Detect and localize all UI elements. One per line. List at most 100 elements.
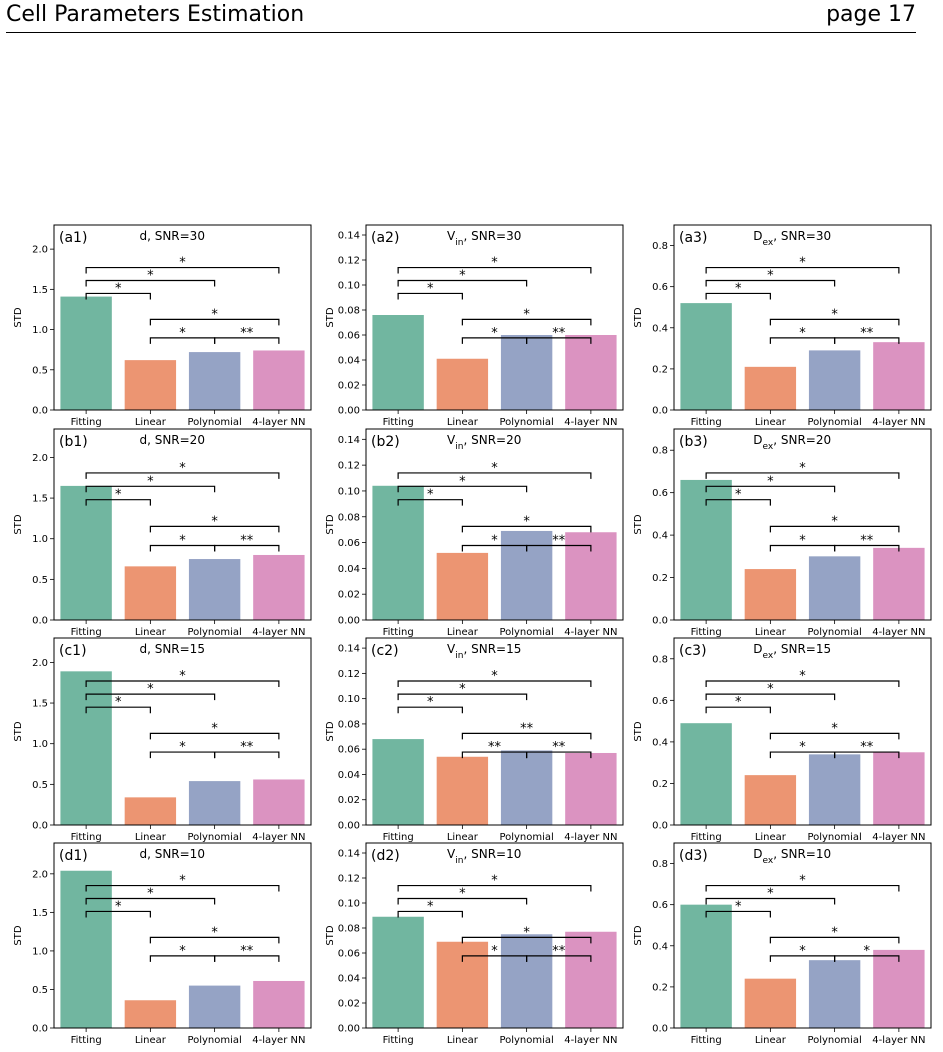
plot-frame <box>53 842 312 1029</box>
panel-label: (d3) <box>679 848 708 864</box>
significance-star: * <box>147 682 154 697</box>
y-axis-label: STD <box>13 721 24 741</box>
significance-bracket <box>769 525 900 533</box>
y-tick-label: 0.08 <box>338 924 360 935</box>
bar <box>744 569 797 620</box>
significance-star: * <box>147 887 154 902</box>
x-tick-label: Linear <box>755 832 787 843</box>
x-tick-label: Fitting <box>71 417 102 428</box>
x-tick-label: 4-layer NN <box>872 417 925 428</box>
significance-bracket <box>397 266 592 274</box>
x-tick-label: Linear <box>447 417 479 428</box>
y-tick-label: 1.5 <box>32 699 48 710</box>
bar <box>873 752 925 825</box>
significance-bracket <box>214 544 280 552</box>
significance-bracket <box>397 472 592 479</box>
panel-label: (b2) <box>371 434 400 450</box>
x-tick-label: Linear <box>135 417 167 428</box>
y-tick-label: 0.02 <box>338 999 360 1010</box>
significance-bracket <box>85 680 280 688</box>
bar <box>253 554 305 620</box>
significance-star: * <box>211 307 218 322</box>
plot-frame <box>673 842 932 1029</box>
significance-star: * <box>459 269 466 284</box>
bar <box>124 797 177 825</box>
x-tick-label: Polynomial <box>499 417 553 428</box>
chart-title: d, SNR=10 <box>139 847 205 861</box>
bar <box>253 980 305 1028</box>
chart-title: Vin, SNR=10 <box>447 847 521 866</box>
y-axis-label: STD <box>325 514 336 534</box>
bar <box>808 350 861 410</box>
significance-star: * <box>767 269 774 284</box>
y-tick-label: 0.02 <box>338 381 360 392</box>
panel-label: (a2) <box>371 230 399 246</box>
y-tick-label: 1.5 <box>32 285 48 296</box>
chart-title: Vin, SNR=30 <box>447 229 521 248</box>
y-tick-label: 0.4 <box>652 737 668 748</box>
significance-star: * <box>831 514 838 529</box>
x-tick-label: 4-layer NN <box>872 627 925 638</box>
bar <box>873 949 925 1028</box>
x-tick-label: Fitting <box>691 832 722 843</box>
significance-star: ** <box>552 944 566 959</box>
y-tick-label: 0.2 <box>652 364 668 375</box>
significance-bracket <box>769 318 900 326</box>
y-axis-label: STD <box>325 925 336 945</box>
significance-star: * <box>179 669 186 684</box>
y-tick-label: 0.12 <box>338 874 360 885</box>
x-tick-label: Polynomial <box>499 1035 553 1046</box>
x-tick-label: Linear <box>755 417 787 428</box>
significance-bracket <box>834 955 900 962</box>
x-tick-label: 4-layer NN <box>564 1035 617 1046</box>
y-tick-label: 0.8 <box>652 241 668 252</box>
y-tick-label: 0.4 <box>652 323 668 334</box>
significance-star: ** <box>520 721 534 736</box>
y-tick-label: 0.00 <box>338 821 360 832</box>
y-tick-label: 0.04 <box>338 564 360 575</box>
x-tick-label: Fitting <box>71 1035 102 1046</box>
significance-bracket <box>214 337 280 344</box>
panel-label: (a1) <box>59 230 87 246</box>
significance-star: * <box>799 534 806 549</box>
chart-panel: 0.0 0.2 0.4 0.6 0.8 STD Fitting Linear Polynomia… <box>633 224 932 428</box>
significance-star: * <box>211 514 218 529</box>
significance-star: * <box>831 925 838 940</box>
significance-star: * <box>211 925 218 940</box>
bar <box>124 566 177 620</box>
significance-bracket <box>705 472 900 479</box>
chart-panel: 0.0 0.5 1.0 1.5 2.0 STD Fitting Linear Polynomia… <box>13 428 312 638</box>
x-tick-label: Polynomial <box>807 832 861 843</box>
significance-bracket <box>705 897 836 905</box>
y-tick-label: 0.6 <box>652 900 668 911</box>
significance-star: * <box>491 944 498 959</box>
y-tick-label: 0.5 <box>32 575 48 586</box>
significance-star: ** <box>860 326 874 341</box>
bar <box>565 931 617 1028</box>
chart-title: Dex, SNR=15 <box>753 642 831 661</box>
significance-star: * <box>864 944 871 959</box>
bar <box>124 1000 177 1028</box>
x-tick-label: Linear <box>755 627 787 638</box>
significance-bracket <box>705 485 836 493</box>
significance-bracket <box>834 544 900 552</box>
y-tick-label: 1.5 <box>32 908 48 919</box>
y-tick-label: 0.0 <box>652 406 668 417</box>
chart-title: Vin, SNR=15 <box>447 642 521 661</box>
bar <box>188 352 241 410</box>
significance-bracket <box>705 266 900 274</box>
y-tick-label: 0.8 <box>652 859 668 870</box>
y-tick-label: 0.2 <box>652 779 668 790</box>
significance-star: * <box>459 682 466 697</box>
significance-bracket <box>149 732 280 740</box>
significance-bracket <box>85 706 151 714</box>
y-tick-label: 0.8 <box>652 446 668 457</box>
x-tick-label: 4-layer NN <box>564 627 617 638</box>
significance-bracket <box>461 732 592 740</box>
y-axis-label: STD <box>633 925 644 945</box>
bar <box>565 752 617 825</box>
significance-bracket <box>85 472 280 479</box>
significance-bracket <box>214 751 280 759</box>
x-tick-label: Polynomial <box>187 832 241 843</box>
